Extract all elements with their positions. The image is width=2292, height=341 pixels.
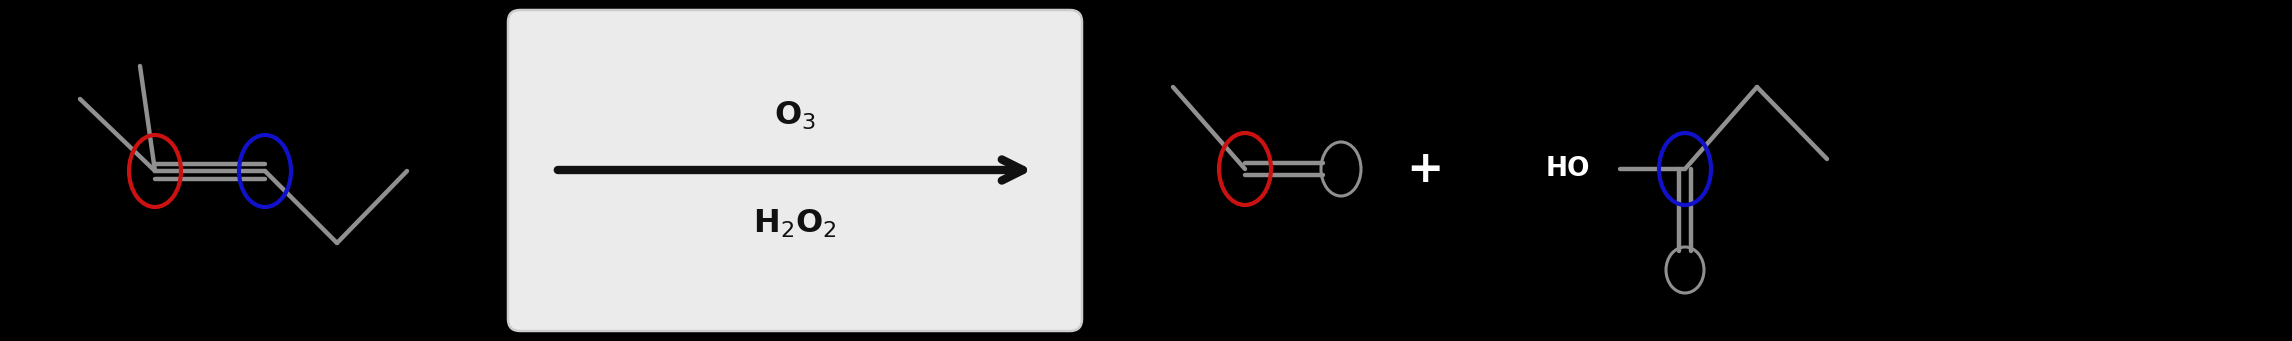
Text: H$_2$O$_2$: H$_2$O$_2$ bbox=[754, 208, 837, 240]
Text: +: + bbox=[1407, 148, 1444, 191]
Text: O$_3$: O$_3$ bbox=[775, 100, 816, 132]
Text: HO: HO bbox=[1545, 156, 1591, 182]
FancyBboxPatch shape bbox=[509, 10, 1082, 331]
